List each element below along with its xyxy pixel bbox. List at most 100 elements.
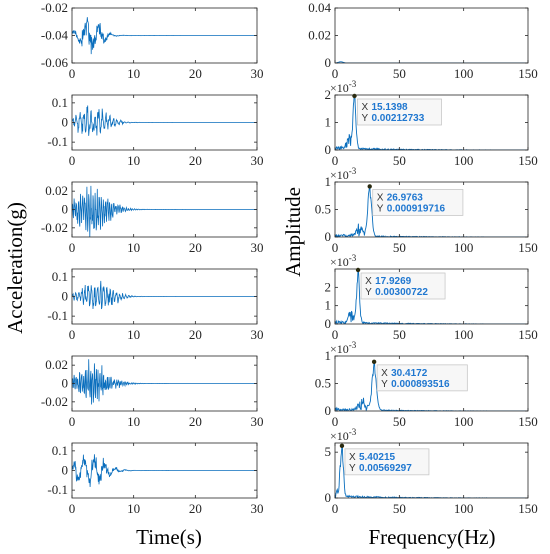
datatip-x-key: X: [361, 102, 368, 113]
x-tick-label: 50: [393, 501, 406, 516]
right-y-axis-label: Amplitude: [281, 187, 305, 277]
y-exponent-label: ×10-3: [330, 166, 357, 182]
x-tick-label: 0: [69, 153, 76, 168]
y-tick-label: -0.06: [41, 55, 69, 70]
exponent-power: -3: [349, 79, 357, 89]
x-tick-label: 10: [127, 240, 140, 255]
exponent-base: ×10: [330, 168, 349, 182]
y-tick-label: -0.1: [47, 308, 68, 323]
subplot-t2: 0 10 20 300.10-0.1: [47, 94, 264, 168]
datatip-y-value: 0.000893516: [391, 379, 450, 390]
y-exponent-label: ×10-3: [330, 79, 357, 95]
y-tick-label: 0.02: [45, 357, 68, 372]
datatip-box: [360, 272, 446, 300]
datatip-box: [344, 448, 430, 476]
x-tick-label: 0: [69, 327, 76, 342]
y-tick-label: 0: [62, 202, 69, 217]
datatip-marker: [339, 443, 345, 449]
x-tick-label: 150: [518, 66, 538, 81]
x-tick-label: 30: [251, 327, 264, 342]
y-tick-label: 0: [325, 142, 332, 157]
y-tick-label: -0.1: [47, 482, 68, 497]
x-tick-label: 0: [69, 240, 76, 255]
datatip-x-value: 26.9763: [387, 192, 424, 203]
x-tick-label: 150: [518, 414, 538, 429]
right-x-axis-label: Frequency(Hz): [368, 525, 495, 549]
y-tick-label: 0: [325, 403, 332, 418]
exponent-base: ×10: [330, 429, 349, 443]
x-tick-label: 30: [251, 501, 264, 516]
datatip-y-key: Y: [381, 379, 388, 390]
x-tick-label: 20: [189, 501, 202, 516]
x-tick-label: 10: [127, 66, 140, 81]
datatip-x-key: X: [365, 276, 372, 287]
signal-line-t5: [72, 359, 257, 405]
datatip-marker: [352, 93, 357, 99]
datatip-y-key: Y: [365, 287, 372, 298]
subplot-t5: 0 10 20 300.020-0.02: [41, 355, 264, 429]
datatip-y-value: 0.00300722: [375, 287, 428, 298]
y-exponent-label: ×10-3: [330, 340, 357, 356]
y-tick-label: -0.02: [41, 220, 68, 235]
datatip-x-key: X: [381, 368, 388, 379]
x-tick-label: 0: [332, 414, 339, 429]
x-tick-label: 100: [454, 501, 474, 516]
x-tick-label: 30: [251, 414, 264, 429]
y-tick-label: 0.1: [52, 95, 68, 110]
y-tick-label: 0.1: [52, 443, 68, 458]
axes-box-f4: [334, 268, 529, 325]
signal-line-t1: [72, 17, 257, 55]
datatip-box: [372, 189, 464, 216]
datatip-marker: [355, 267, 361, 273]
exponent-power: -3: [349, 253, 357, 263]
subplot-t4: 0 10 20 300.10-0.1: [47, 268, 264, 342]
exponent-power: -3: [349, 427, 357, 437]
x-tick-label: 150: [518, 153, 538, 168]
signal-line-t2: [72, 105, 257, 136]
y-tick-label: 2: [325, 87, 332, 102]
datatip-y-value: 0.000919716: [387, 203, 446, 214]
x-tick-label: 100: [454, 414, 474, 429]
x-tick-label: 50: [393, 240, 406, 255]
axes-box-f1: [334, 7, 529, 64]
y-tick-label: -0.02: [41, 394, 68, 409]
x-tick-label: 20: [189, 240, 202, 255]
y-tick-label: 0.02: [45, 183, 68, 198]
y-tick-label: 0.02: [308, 28, 331, 43]
y-tick-label: 0.04: [308, 0, 331, 15]
y-tick-label: 0: [62, 115, 69, 130]
left-y-axis-label: Acceleration(g): [3, 202, 27, 334]
datatip-box: [376, 364, 468, 392]
x-tick-label: 0: [332, 153, 339, 168]
x-tick-label: 50: [393, 327, 406, 342]
y-tick-label: 0: [62, 376, 69, 391]
datatip-y-value: 0.00569297: [359, 463, 412, 474]
datatip-box: [357, 98, 442, 126]
x-tick-label: 0: [69, 66, 76, 81]
x-tick-label: 0: [69, 501, 76, 516]
subplot-grid: 0 10 20 30-0.02-0.04-0.060 10 20 300.10-0.10 10…: [41, 0, 538, 516]
y-tick-label: 0: [325, 490, 332, 505]
x-tick-label: 30: [251, 66, 264, 81]
datatip-marker: [371, 359, 377, 365]
x-tick-label: 150: [518, 501, 538, 516]
exponent-base: ×10: [330, 255, 349, 269]
datatip-marker: [367, 184, 372, 189]
x-tick-label: 50: [393, 414, 406, 429]
x-tick-label: 30: [251, 240, 264, 255]
signal-line-t6: [72, 454, 257, 488]
x-tick-label: 20: [189, 153, 202, 168]
datatip-x-value: 17.9269: [375, 276, 412, 287]
y-tick-label: 0: [325, 229, 332, 244]
x-tick-label: 0: [69, 414, 76, 429]
left-x-axis-label: Time(s): [136, 525, 202, 549]
y-tick-label: 0: [325, 316, 332, 331]
x-tick-label: 0: [332, 501, 339, 516]
x-tick-label: 150: [518, 240, 538, 255]
x-tick-label: 20: [189, 66, 202, 81]
x-tick-label: 10: [127, 414, 140, 429]
y-tick-label: 0: [62, 463, 69, 478]
x-tick-label: 50: [393, 153, 406, 168]
